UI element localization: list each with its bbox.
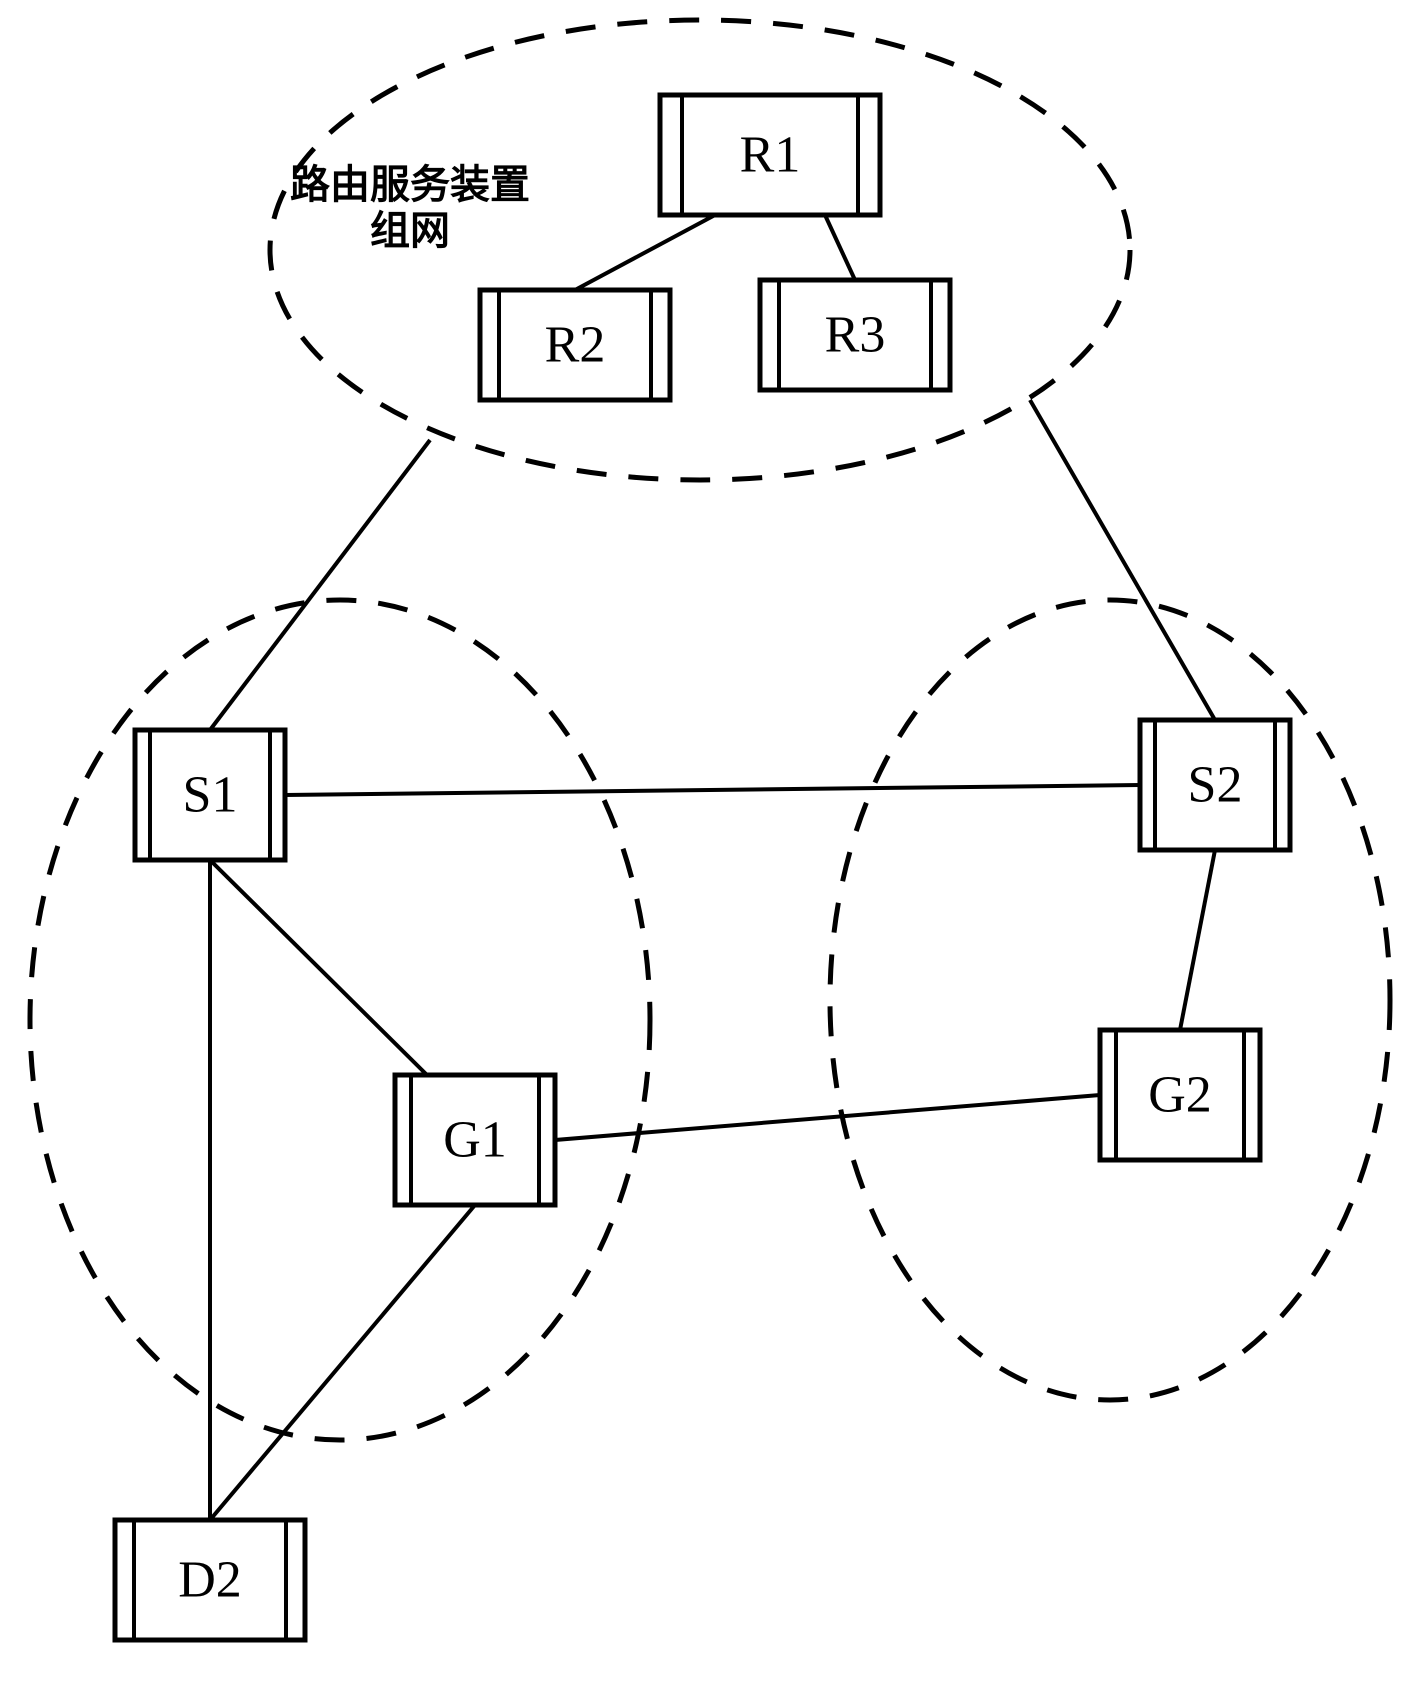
node-S1-label: S1 bbox=[183, 767, 238, 824]
node-R2-label: R2 bbox=[545, 317, 606, 374]
node-S1: S1 bbox=[135, 730, 285, 860]
node-G2-label: G2 bbox=[1148, 1067, 1212, 1124]
group-text: 路由服务装置组网 bbox=[290, 163, 530, 253]
dashed-group-group-right bbox=[830, 600, 1390, 1400]
node-G2: G2 bbox=[1100, 1030, 1260, 1160]
edge-0 bbox=[575, 215, 715, 290]
edge-8 bbox=[555, 1095, 1100, 1140]
edge-2 bbox=[210, 440, 430, 730]
edge-5 bbox=[210, 860, 427, 1075]
edge-7 bbox=[1180, 850, 1215, 1030]
node-S2-label: S2 bbox=[1188, 757, 1243, 814]
group-edges bbox=[210, 215, 1215, 1520]
node-R1: R1 bbox=[660, 95, 880, 215]
dashed-group-group-left bbox=[30, 600, 650, 1440]
node-D2: D2 bbox=[115, 1520, 305, 1640]
node-R1-label: R1 bbox=[740, 127, 801, 184]
caption-line-0: 路由服务装置 bbox=[290, 163, 530, 207]
node-R3-label: R3 bbox=[825, 307, 886, 364]
group-nodes: R1 R2 R3 S1 S2 G1 G2 D2 bbox=[115, 95, 1290, 1640]
edge-4 bbox=[285, 785, 1140, 795]
edge-9 bbox=[210, 1205, 475, 1520]
edge-1 bbox=[825, 215, 855, 280]
node-R2: R2 bbox=[480, 290, 670, 400]
caption-line-1: 组网 bbox=[370, 209, 450, 253]
node-R3: R3 bbox=[760, 280, 950, 390]
edge-3 bbox=[1030, 400, 1215, 720]
node-G1-label: G1 bbox=[443, 1112, 507, 1169]
node-D2-label: D2 bbox=[178, 1552, 242, 1609]
node-S2: S2 bbox=[1140, 720, 1290, 850]
node-G1: G1 bbox=[395, 1075, 555, 1205]
